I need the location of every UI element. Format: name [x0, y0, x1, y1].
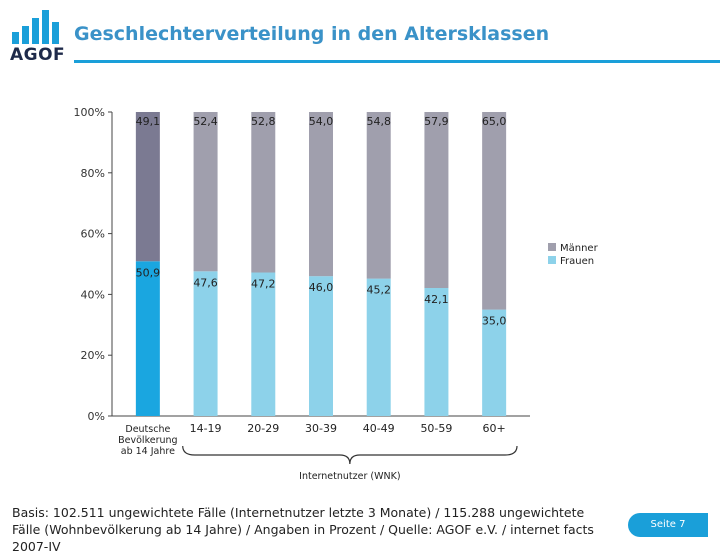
bar-maenner — [193, 112, 218, 272]
bar-frauen — [135, 261, 160, 416]
legend-label: Frauen — [560, 256, 594, 267]
x-tick-label: 40-49 — [363, 422, 395, 435]
data-label-maenner: 57,9 — [424, 115, 449, 128]
bar-maenner — [482, 112, 507, 310]
bar-frauen — [251, 272, 276, 416]
logo-text: AGOF — [10, 45, 66, 65]
bar-chart-logo-icon — [12, 10, 64, 44]
data-label-maenner: 54,8 — [366, 115, 391, 128]
legend-swatch — [548, 256, 556, 264]
agof-logo: AGOF — [10, 10, 66, 65]
bar-maenner — [135, 112, 160, 262]
y-tick-label: 0% — [88, 410, 105, 423]
x-tick-label: Bevölkerung — [118, 435, 177, 446]
bar-frauen — [482, 309, 507, 416]
group-brace — [182, 445, 518, 465]
y-tick-label: 100% — [74, 106, 105, 119]
data-label-maenner: 52,8 — [251, 115, 276, 128]
data-label-maenner: 54,0 — [309, 115, 334, 128]
data-label-frauen: 46,0 — [309, 281, 334, 294]
bar-maenner — [309, 112, 333, 277]
bar-maenner — [251, 112, 276, 273]
data-label-maenner: 52,4 — [193, 115, 218, 128]
bar-maenner — [366, 112, 391, 279]
x-tick-label: 14-19 — [190, 422, 222, 435]
page-title: Geschlechterverteilung in den Altersklas… — [74, 23, 550, 45]
bar-frauen — [424, 288, 449, 416]
title-divider — [74, 60, 720, 63]
data-label-frauen: 45,2 — [366, 284, 391, 297]
x-tick-label: 30-39 — [305, 422, 337, 435]
data-label-frauen: 47,2 — [251, 278, 276, 291]
bar-frauen — [366, 278, 391, 416]
x-tick-label: Deutsche — [125, 424, 170, 435]
data-label-frauen: 47,6 — [193, 276, 218, 289]
bar-frauen — [193, 271, 218, 416]
group-annotation: Internetnutzer (WNK) — [299, 471, 400, 482]
data-label-maenner: 65,0 — [482, 115, 507, 128]
x-tick-label: 60+ — [483, 422, 506, 435]
y-tick-label: 80% — [81, 167, 105, 180]
stacked-bar-chart: 0% 20% 40% 60% 80% 100% 50,9 49,1 DeutscheBevölk… — [74, 106, 599, 482]
x-tick-label: ab 14 Jahre — [121, 446, 175, 457]
x-tick-label: 50-59 — [420, 422, 452, 435]
data-label-frauen: 35,0 — [482, 315, 507, 328]
bar-maenner — [424, 112, 449, 289]
page-number-badge: Seite 7 — [628, 513, 708, 537]
y-tick-label: 60% — [81, 228, 105, 241]
data-label-frauen: 42,1 — [424, 293, 449, 306]
y-tick-label: 40% — [81, 288, 105, 301]
legend-label: Männer — [560, 243, 599, 254]
x-tick-label: 20-29 — [247, 422, 279, 435]
footnote: Basis: 102.511 ungewichtete Fälle (Inter… — [12, 505, 594, 554]
y-tick-label: 20% — [81, 349, 105, 362]
data-label-maenner: 49,1 — [136, 115, 161, 128]
legend-swatch — [548, 243, 556, 251]
data-label-frauen: 50,9 — [136, 266, 161, 279]
bar-frauen — [309, 276, 333, 416]
